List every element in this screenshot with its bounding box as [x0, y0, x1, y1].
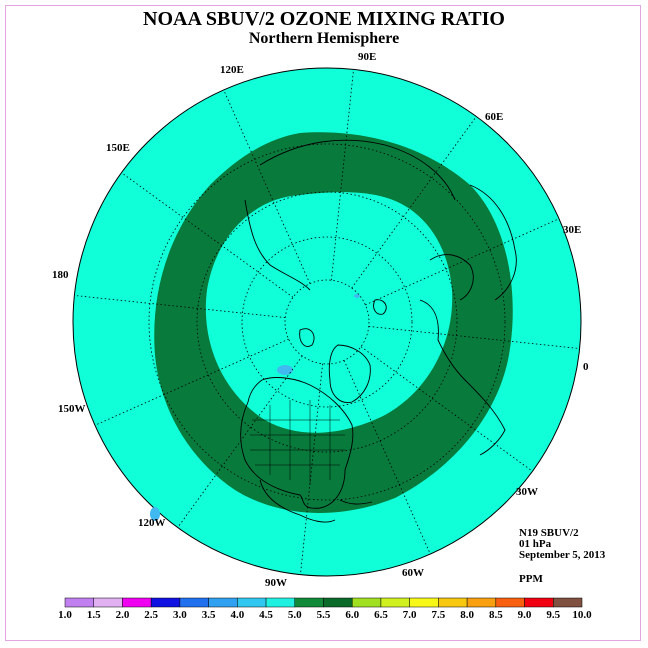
- lon-label-30w: 30W: [516, 486, 538, 498]
- latitude-circle: [284, 279, 370, 365]
- low-ozone-patch: [150, 507, 160, 521]
- meridian-line: [223, 89, 311, 284]
- siberia-coast: [259, 139, 456, 201]
- lon-label-150w: 150W: [58, 403, 86, 415]
- meridian-line: [351, 116, 477, 289]
- longitude-labels: 90E 60E 30E 0 30W 60W 90W 120W 150W 180 …: [52, 51, 589, 589]
- meridian-line: [300, 363, 324, 575]
- lon-label-90w: 90W: [265, 577, 287, 589]
- legend-swatch: [179, 597, 209, 608]
- legend-swatch: [438, 597, 468, 608]
- low-ozone-patch: [277, 365, 293, 375]
- latitude-circle: [196, 191, 458, 453]
- map-title: NOAA SBUV/2 OZONE MIXING RATIO: [143, 8, 505, 30]
- greenland-coast: [328, 344, 371, 403]
- legend-tick-label: 6.5: [374, 609, 388, 621]
- legend-tick-label: 5.5: [317, 609, 331, 621]
- legend-tick-label: 1.0: [58, 609, 72, 621]
- state-lines: [250, 419, 345, 466]
- latitude-circle: [241, 236, 413, 408]
- legend-swatch: [351, 597, 382, 608]
- legend-swatch: [553, 597, 583, 608]
- lon-label-60e: 60E: [485, 111, 503, 123]
- legend-swatch: [265, 597, 296, 608]
- legend-tick-label: 3.5: [202, 609, 216, 621]
- legend-tick-label: 9.0: [518, 609, 532, 621]
- legend-swatch: [380, 597, 410, 608]
- lon-label-180: 180: [52, 269, 69, 281]
- color-legend: 1.0 1.5 2.0 2.5 3.0 3.5 4.0 4.5 5.0 5.5 6.0 6.5 7.0 7…: [58, 597, 592, 621]
- arctic-island: [299, 328, 315, 347]
- latitude-grid: [148, 143, 506, 501]
- legend-tick-label: 5.0: [288, 609, 302, 621]
- state-lines: [269, 400, 331, 485]
- legend-swatch: [323, 597, 353, 608]
- meridian-line: [94, 338, 289, 426]
- legend-swatch: [495, 597, 525, 608]
- legend-swatch: [524, 597, 554, 608]
- legend-swatch: [93, 597, 123, 608]
- north-america-coast: [240, 377, 354, 509]
- scandinavia-coast: [429, 254, 474, 301]
- meridian-line: [365, 218, 560, 306]
- legend-tick-label: 3.0: [173, 609, 187, 621]
- lon-label-90e: 90E: [358, 51, 376, 63]
- meridian-line: [74, 295, 286, 319]
- lon-label-0: 0: [583, 361, 589, 373]
- low-ozone-patch: [354, 294, 360, 298]
- legend-tick-label: 2.5: [144, 609, 158, 621]
- legend-swatch: [466, 597, 497, 608]
- legend-swatch: [294, 597, 324, 608]
- meridian-grid: [74, 69, 580, 575]
- meridian-line: [368, 325, 580, 349]
- legend-swatch: [64, 597, 94, 608]
- coastlines: [240, 139, 517, 523]
- lon-label-30e: 30E: [563, 224, 581, 236]
- instrument-label: N19 SBUV/2: [519, 527, 579, 539]
- date-label: September 5, 2013: [519, 549, 606, 561]
- legend-tick-label: 2.0: [116, 609, 130, 621]
- lon-label-60w: 60W: [402, 567, 424, 579]
- legend-tick-label: 4.0: [230, 609, 244, 621]
- figure-frame: [5, 5, 641, 641]
- mexico-coast: [259, 479, 336, 523]
- legend-tick-label: 10.0: [572, 609, 592, 621]
- lon-label-120e: 120E: [220, 64, 244, 76]
- alaska-coast: [244, 199, 311, 291]
- asia-coast: [469, 184, 517, 301]
- meridian-line: [343, 360, 431, 555]
- legend-swatch: [150, 597, 181, 608]
- legend-tick-label: 4.5: [259, 609, 273, 621]
- legend-tick-label: 7.0: [403, 609, 417, 621]
- units-label: PPM: [519, 573, 543, 585]
- meridian-line: [330, 69, 354, 281]
- legend-swatch: [208, 597, 238, 608]
- europe-africa-coast: [419, 299, 506, 456]
- legend-tick-label: 1.5: [87, 609, 101, 621]
- meridian-line: [121, 172, 294, 298]
- meridian-line: [177, 355, 303, 528]
- legend-tick-label: 8.0: [460, 609, 474, 621]
- state-boundaries: [250, 400, 345, 485]
- meridian-line: [360, 346, 533, 472]
- caribbean-coast: [339, 499, 373, 505]
- latitude-circle: [148, 143, 506, 501]
- map-subtitle: Northern Hemisphere: [248, 30, 400, 47]
- legend-swatch: [237, 597, 267, 608]
- legend-tick-label: 8.5: [489, 609, 503, 621]
- high-ozone-band: [154, 132, 513, 513]
- legend-tick-label: 7.5: [432, 609, 446, 621]
- legend-tick-label: 9.5: [546, 609, 560, 621]
- lon-label-150e: 150E: [106, 142, 130, 154]
- arctic-island: [373, 299, 387, 315]
- legend-tick-label: 6.0: [345, 609, 359, 621]
- legend-swatch: [122, 597, 152, 608]
- pressure-level-label: 01 hPa: [519, 538, 552, 550]
- legend-swatch: [409, 597, 439, 608]
- lon-label-120w: 120W: [138, 517, 166, 529]
